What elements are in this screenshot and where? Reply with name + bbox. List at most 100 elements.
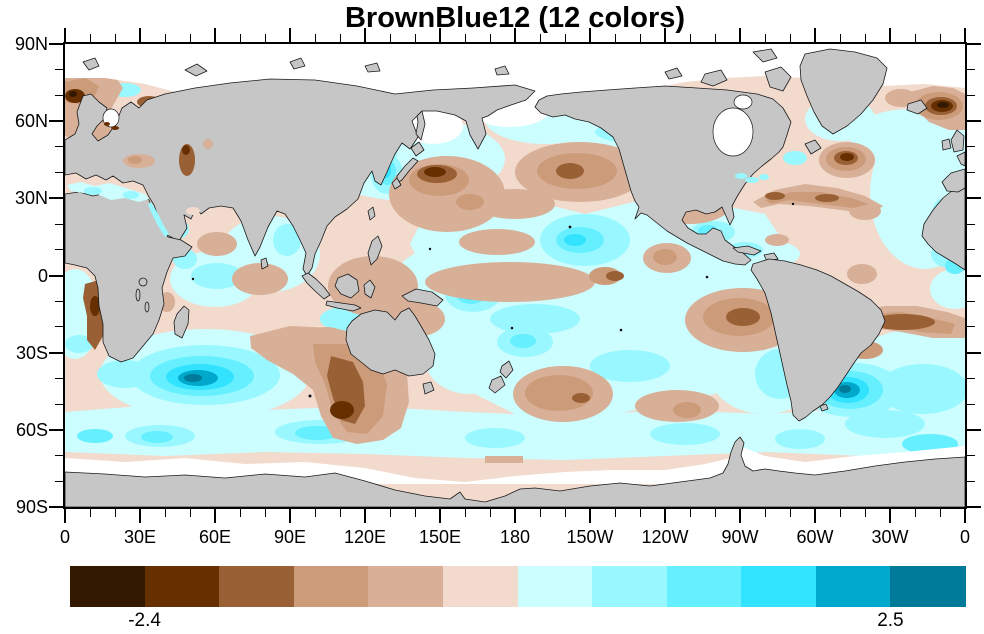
axis-tick: [689, 34, 691, 42]
island-galapagos: [705, 275, 709, 279]
sea-persian-gulf: [186, 207, 200, 215]
axis-tick: [889, 28, 891, 42]
colorbar-segment: [442, 566, 519, 607]
axis-tick: [139, 28, 141, 42]
axis-tick: [55, 403, 63, 405]
axis-tick: [967, 403, 975, 405]
axis-tick: [664, 509, 666, 523]
axis-tick: [764, 34, 766, 42]
axis-tick: [389, 509, 391, 517]
landmass-severnaya-zemlya: [289, 57, 306, 70]
axis-tick: [489, 34, 491, 42]
lon-tick-label: 90W: [721, 527, 759, 547]
sea-aral: [203, 139, 213, 149]
axis-tick: [839, 34, 841, 42]
lake-malawi: [144, 301, 150, 313]
axis-tick: [939, 509, 941, 517]
axis-tick: [49, 351, 63, 354]
axis-tick: [289, 28, 291, 42]
axis-tick: [439, 509, 441, 523]
axis-tick: [967, 351, 981, 354]
axis-tick: [439, 28, 441, 42]
axis-tick: [489, 509, 491, 517]
colorbar-segment: [144, 566, 220, 607]
axis-tick: [55, 455, 63, 457]
island-hawaii: [568, 225, 572, 229]
axis-tick: [414, 509, 416, 517]
axis-tick: [739, 28, 741, 42]
axis-tick: [967, 172, 975, 174]
colorbar-segment: [815, 566, 891, 607]
axis-tick: [464, 509, 466, 517]
axis-tick: [49, 506, 63, 508]
landmass-kyushu: [391, 177, 402, 190]
axis-tick: [964, 28, 966, 42]
colorbar-segment: [741, 566, 817, 607]
landmass-novaya-zemlya: [184, 63, 208, 77]
axis-tick: [55, 480, 63, 482]
landmass-antarctica: [65, 436, 965, 507]
axis-tick: [964, 509, 966, 523]
axis-tick: [914, 34, 916, 42]
axis-tick: [939, 34, 941, 42]
axis-tick: [967, 274, 981, 277]
axis-tick: [189, 34, 191, 42]
axis-tick: [389, 34, 391, 42]
sea-hudson-bay: [712, 107, 754, 157]
axis-tick: [967, 146, 975, 148]
landmass-wrangel: [494, 65, 510, 76]
sea-mediterranean-east: [123, 191, 139, 199]
axis-tick: [889, 509, 891, 523]
colorbar-segment: [368, 566, 444, 607]
lon-tick-label: 0: [959, 527, 971, 547]
axis-tick: [967, 43, 981, 45]
axis-tick: [639, 509, 641, 517]
axis-tick: [364, 509, 366, 523]
axis-tick: [967, 377, 975, 379]
landmass-svalbard: [82, 57, 100, 71]
colorbar-segment: [70, 566, 146, 607]
world-map-contours: [65, 44, 965, 507]
axis-tick: [967, 300, 975, 302]
axis-tick: [514, 509, 516, 523]
island-guam: [428, 247, 432, 251]
axis-tick: [289, 509, 291, 523]
landmass-philippines: [367, 235, 383, 266]
axis-tick: [114, 509, 116, 517]
lon-tick-label: 60W: [796, 527, 834, 547]
colorbar-segment: [666, 566, 742, 607]
landmass-victoria-island: [700, 69, 728, 87]
landmass-layer: [65, 48, 965, 507]
lake-tanganyika: [135, 288, 141, 302]
sea-red: [148, 202, 169, 237]
axis-tick: [539, 509, 541, 517]
axis-tick: [967, 480, 975, 482]
landmass-hokkaido: [410, 141, 425, 157]
axis-tick: [49, 197, 63, 200]
landmass-africa-west: [921, 183, 965, 271]
axis-tick: [239, 34, 241, 42]
lon-tick-label: 0: [59, 527, 71, 547]
lake-ontario: [759, 174, 769, 180]
landmass-nz-south: [488, 375, 506, 394]
axis-tick: [55, 69, 63, 71]
axis-tick: [967, 223, 975, 225]
sea-caspian-north: [182, 145, 190, 155]
axis-tick: [214, 509, 216, 523]
axis-tick: [639, 34, 641, 42]
island-bermuda: [791, 202, 795, 206]
axis-tick: [55, 223, 63, 225]
axis-tick: [789, 34, 791, 42]
contour-level12-layer: [184, 374, 851, 393]
sea-baltic-brown1: [111, 126, 119, 130]
axis-tick: [139, 509, 141, 523]
landmass-tasmania: [422, 381, 435, 395]
axis-tick: [664, 28, 666, 42]
axis-tick: [564, 509, 566, 517]
axis-tick: [864, 34, 866, 42]
axis-tick: [614, 509, 616, 517]
axis-tick: [214, 28, 216, 42]
island-tahiti: [619, 328, 623, 332]
axis-tick: [789, 509, 791, 517]
axis-tick: [55, 300, 63, 302]
